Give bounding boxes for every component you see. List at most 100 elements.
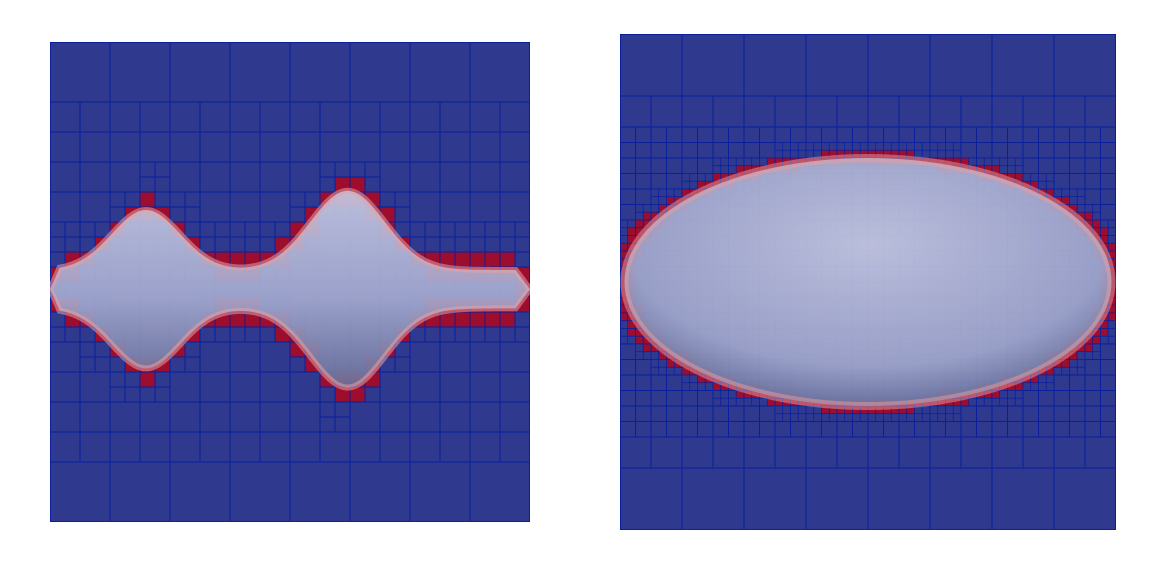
mesh-cell <box>790 421 807 438</box>
mesh-cell <box>1053 405 1070 422</box>
mesh-cell <box>867 421 884 438</box>
mesh-cell <box>1007 165 1016 174</box>
mesh-cell <box>650 204 660 213</box>
mesh-cell <box>1038 157 1055 174</box>
mesh-cell <box>1076 196 1086 205</box>
mesh-cell <box>952 142 962 151</box>
mesh-cell <box>620 374 636 391</box>
mesh-cell <box>169 206 186 223</box>
mesh-cell <box>620 343 636 360</box>
mesh-cell <box>499 431 530 463</box>
mesh-cell <box>852 413 861 422</box>
mesh-cell <box>154 386 171 403</box>
mesh-cell <box>199 131 231 163</box>
mesh-cell <box>124 191 141 208</box>
mesh-cell <box>673 366 683 376</box>
mesh-cell <box>484 326 501 343</box>
mesh-cell <box>976 405 993 422</box>
mesh-cell <box>743 405 760 422</box>
mesh-cell <box>1053 95 1086 128</box>
mesh-cell <box>728 142 745 159</box>
mesh-cell <box>774 95 807 128</box>
mesh-cell <box>797 413 807 422</box>
mesh-cell <box>469 326 486 343</box>
mesh-cell <box>259 371 291 403</box>
mesh-cell <box>828 413 838 422</box>
mesh-cell <box>1107 335 1116 345</box>
mesh-cell <box>620 126 636 143</box>
mesh-cell <box>439 221 456 238</box>
interface-cell <box>642 211 652 221</box>
mesh-cell <box>109 431 141 463</box>
mesh-cell <box>620 34 683 97</box>
mesh-cell <box>379 431 411 463</box>
mesh-cell <box>109 131 141 163</box>
mesh-cell <box>929 34 993 97</box>
left-mesh-panel <box>50 42 530 522</box>
mesh-cell <box>960 436 993 469</box>
mesh-cell <box>875 142 884 151</box>
mesh-cell <box>712 436 745 469</box>
interface-cell <box>627 328 636 337</box>
mesh-cell <box>1022 173 1032 182</box>
mesh-cell <box>774 421 791 438</box>
mesh-cell <box>650 351 660 360</box>
mesh-cell <box>759 142 776 159</box>
mesh-cell <box>1038 421 1055 438</box>
mesh-cell <box>50 461 111 522</box>
mesh-cell <box>635 421 652 438</box>
mesh-cell <box>937 149 946 159</box>
mesh-cell <box>259 236 276 253</box>
mesh-cell <box>1100 343 1116 360</box>
mesh-cell <box>929 142 939 151</box>
mesh-cell <box>658 196 667 205</box>
mesh-cell <box>735 157 745 167</box>
mesh-cell <box>499 236 516 253</box>
mesh-cell <box>454 221 471 238</box>
mesh-cell <box>1053 390 1070 407</box>
mesh-cell <box>914 126 931 143</box>
mesh-cell <box>1100 157 1116 174</box>
mesh-cell <box>184 191 201 208</box>
mesh-cell <box>937 413 946 422</box>
mesh-cell <box>1014 157 1024 167</box>
mesh-cell <box>439 371 471 403</box>
mesh-cell <box>154 176 171 193</box>
mesh-cell <box>743 397 753 407</box>
mesh-cell <box>620 235 629 244</box>
mesh-cell <box>976 126 993 143</box>
mesh-cell <box>1045 180 1055 190</box>
mesh-cell <box>439 236 456 253</box>
mesh-cell <box>199 236 216 253</box>
mesh-cell <box>1022 436 1055 469</box>
mesh-cell <box>1038 405 1055 422</box>
mesh-cell <box>259 221 276 238</box>
interface-cell <box>139 191 156 208</box>
mesh-cell <box>658 366 667 376</box>
mesh-cell <box>681 126 698 143</box>
mesh-cell <box>1014 397 1024 407</box>
mesh-cell <box>774 126 791 143</box>
mesh-cell <box>319 431 351 463</box>
mesh-cell <box>650 188 660 198</box>
mesh-cell <box>782 142 791 151</box>
mesh-cell <box>620 157 636 174</box>
mesh-cell <box>991 405 1008 422</box>
mesh-cell <box>1100 188 1116 205</box>
mesh-cell <box>109 386 126 403</box>
mesh-cell <box>1038 142 1055 159</box>
mesh-cell <box>952 149 962 159</box>
mesh-cell <box>999 157 1008 167</box>
mesh-cell <box>635 374 652 391</box>
mesh-cell <box>50 131 81 163</box>
mesh-cell <box>991 142 1008 159</box>
mesh-cell <box>697 126 714 143</box>
mesh-cell <box>454 326 471 343</box>
interface-cell <box>469 311 486 328</box>
mesh-cell <box>289 431 321 463</box>
interface-cell <box>1107 242 1116 252</box>
mesh-cell <box>514 236 530 253</box>
mesh-cell <box>274 221 291 238</box>
mesh-cell <box>883 413 892 422</box>
mesh-cell <box>499 191 530 223</box>
